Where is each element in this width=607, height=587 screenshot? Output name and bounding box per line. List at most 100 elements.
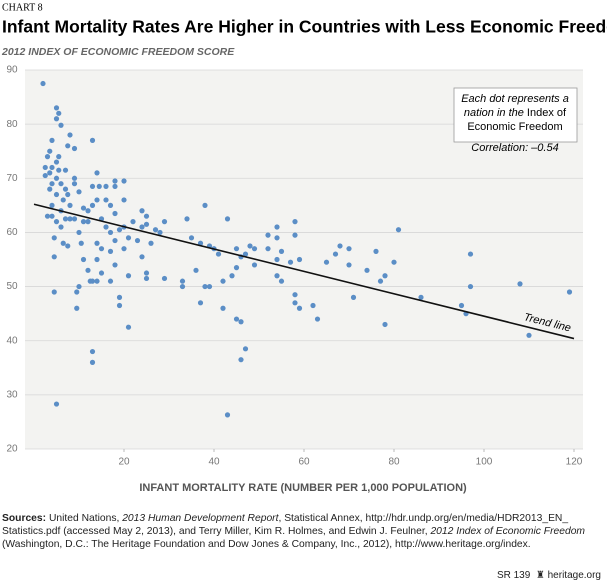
dot: [229, 273, 235, 279]
dot: [47, 148, 53, 154]
dot: [60, 240, 66, 246]
dot: [377, 278, 384, 284]
dot: [274, 224, 280, 230]
dot: [197, 300, 204, 306]
dot: [467, 251, 474, 257]
dot: [143, 270, 150, 276]
dot: [148, 240, 154, 246]
dot: [161, 219, 168, 225]
dot: [382, 321, 388, 328]
dot: [85, 267, 91, 273]
dot: [112, 262, 118, 268]
dot: [215, 251, 222, 257]
dot: [53, 191, 60, 198]
y-tick-label: 60: [6, 227, 18, 238]
dot: [346, 246, 352, 252]
dot: [62, 167, 69, 173]
dot: [233, 246, 240, 252]
dot: [395, 227, 402, 233]
dot: [391, 259, 397, 265]
dot: [94, 170, 100, 176]
dot: [78, 240, 84, 246]
dot: [56, 110, 62, 116]
dot: [265, 232, 271, 238]
dot: [382, 273, 388, 279]
x-tick-label: 80: [388, 457, 400, 468]
sources-title: 2012 Index of Economic Freedom: [430, 526, 585, 537]
y-tick-label: 50: [6, 281, 18, 292]
dot: [274, 235, 280, 241]
dot: [51, 254, 57, 260]
dot: [89, 278, 96, 284]
y-tick-label: 30: [6, 389, 18, 400]
dot: [80, 256, 87, 263]
y-tick-label: 70: [6, 173, 18, 184]
dot: [40, 80, 46, 87]
dot: [65, 143, 71, 149]
dot: [152, 227, 159, 233]
dot: [184, 216, 190, 222]
dot: [251, 262, 258, 268]
dot: [337, 243, 343, 249]
dot: [314, 316, 321, 322]
dot: [74, 289, 80, 295]
dot: [107, 278, 114, 284]
dot: [103, 197, 109, 203]
note-part: Index of: [527, 107, 567, 119]
dot: [143, 221, 150, 227]
dot: [112, 183, 118, 190]
dot: [71, 216, 78, 222]
dot: [202, 283, 208, 290]
dot: [287, 259, 294, 265]
dot: [47, 170, 53, 176]
dot: [53, 105, 60, 111]
dot: [247, 243, 253, 249]
dot: [76, 189, 82, 195]
dot: [80, 219, 87, 225]
y-tick-label: 90: [6, 65, 18, 76]
dot: [251, 246, 258, 252]
dot: [96, 183, 102, 190]
dot: [418, 294, 424, 300]
dot: [467, 283, 474, 290]
dot: [242, 346, 249, 352]
dot: [89, 202, 96, 208]
x-tick-label: 120: [566, 457, 583, 468]
dot: [116, 302, 123, 309]
dot: [121, 246, 127, 252]
x-tick-label: 20: [118, 457, 130, 468]
dot: [71, 175, 78, 181]
dot: [292, 219, 298, 225]
dot: [274, 256, 280, 263]
dot: [47, 186, 53, 192]
dot: [233, 316, 240, 322]
dot: [517, 281, 523, 287]
dot: [44, 213, 51, 219]
dot: [143, 213, 150, 219]
site: heritage.org: [547, 570, 601, 581]
footer: SR 139 ♜ heritage.org: [496, 570, 601, 581]
chart-number: CHART 8: [2, 2, 43, 13]
dot: [53, 175, 60, 181]
report-number: SR 139: [496, 570, 531, 581]
dot: [233, 265, 240, 271]
dot: [53, 116, 60, 122]
dot: [56, 167, 62, 173]
dot: [364, 267, 370, 273]
dot: [65, 243, 71, 249]
note-line: Each dot represents a: [461, 93, 569, 105]
dot: [242, 251, 249, 257]
dot: [224, 216, 231, 222]
dot: [202, 202, 208, 208]
dot: [125, 324, 132, 330]
dot: [49, 164, 55, 171]
dot: [278, 248, 285, 254]
dot: [89, 183, 96, 190]
dot: [296, 256, 303, 263]
dot: [179, 278, 186, 284]
dot: [107, 229, 114, 236]
dot: [42, 164, 48, 171]
dot: [71, 145, 78, 152]
